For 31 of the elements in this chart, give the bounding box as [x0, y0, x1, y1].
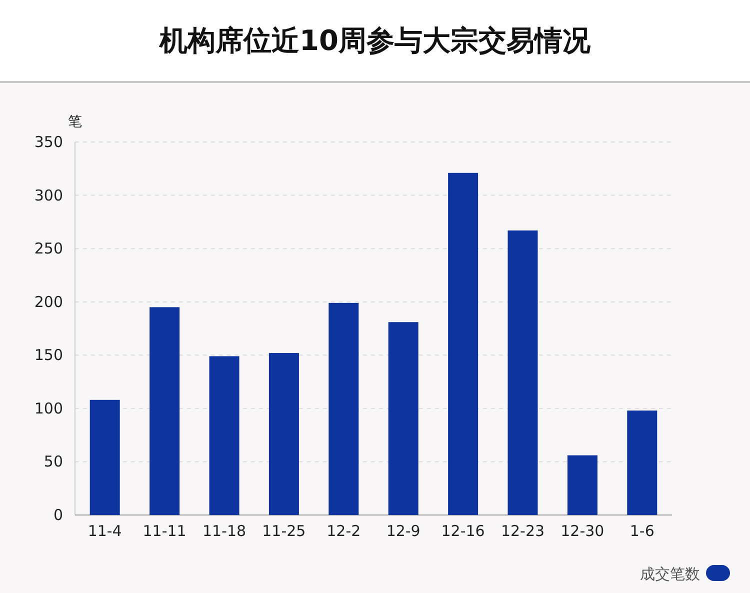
- y-tick-label: 300: [34, 186, 63, 204]
- x-tick-label: 1-6: [630, 522, 654, 540]
- bar: [90, 400, 120, 515]
- x-tick-label: 12-30: [560, 522, 604, 540]
- y-tick-label: 200: [34, 292, 63, 311]
- y-tick-label: 250: [34, 240, 63, 258]
- bar: [448, 172, 478, 515]
- y-tick-label: 150: [34, 346, 63, 364]
- bar: [328, 302, 359, 515]
- bar: [627, 410, 658, 515]
- x-tick-label: 12-2: [326, 522, 361, 540]
- x-tick-label: 11-25: [262, 522, 306, 540]
- x-tick-label: 12-23: [500, 522, 545, 540]
- bar: [388, 322, 418, 515]
- y-tick-label: 100: [34, 399, 63, 418]
- x-tick-label: 11-4: [88, 522, 122, 540]
- chart-title: 机构席位近10周参与大宗交易情况: [158, 24, 592, 57]
- x-tick-label: 11-18: [202, 522, 246, 540]
- legend-label: 成交笔数: [640, 565, 700, 583]
- y-tick-label: 0: [53, 506, 63, 524]
- bar: [567, 455, 598, 515]
- bar: [150, 307, 180, 515]
- y-tick-label: 350: [34, 133, 63, 151]
- y-tick-label: 50: [44, 452, 63, 471]
- y-axis-title: 笔: [68, 114, 82, 130]
- x-tick-label: 12-9: [386, 522, 420, 540]
- bar: [268, 353, 299, 515]
- x-tick-label: 11-11: [142, 522, 186, 540]
- bar: [508, 230, 538, 515]
- x-tick-label: 12-16: [441, 522, 485, 540]
- bar: [209, 356, 240, 515]
